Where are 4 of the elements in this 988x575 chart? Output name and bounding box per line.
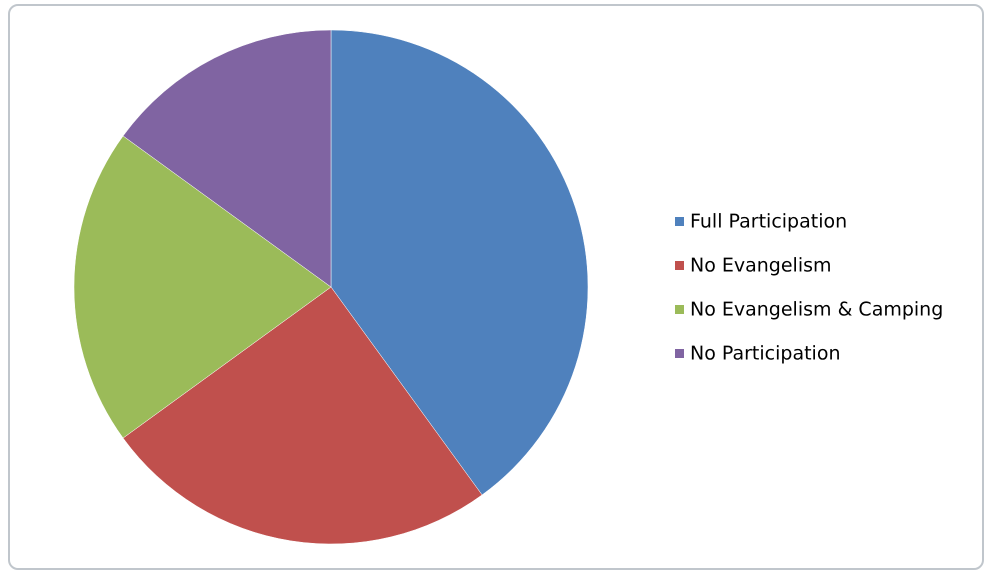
legend-label: No Evangelism	[690, 254, 832, 276]
legend-label: No Participation	[690, 342, 840, 364]
legend-label: Full Participation	[690, 210, 848, 232]
legend-label: No Evangelism & Camping	[690, 298, 944, 320]
